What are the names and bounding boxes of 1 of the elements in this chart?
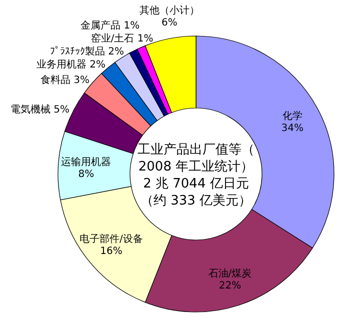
title: 工业产品出厂值等（2008 年工业统计）2 兆 7044 亿日元（约 333 亿美元） <box>138 142 254 208</box>
